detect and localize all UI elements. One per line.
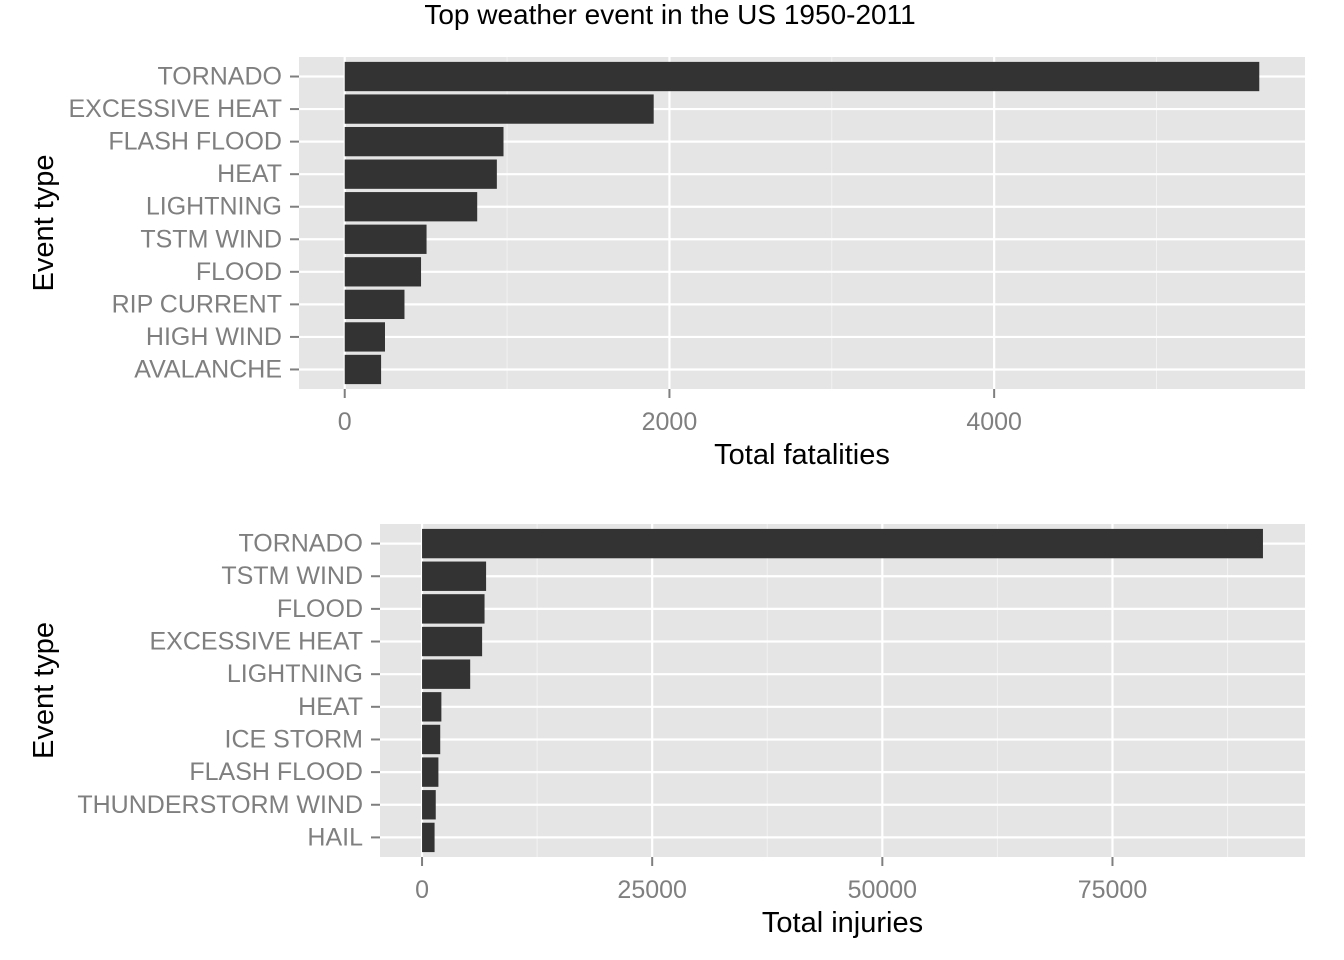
injuries-x-tick-label: 75000 (1078, 876, 1148, 904)
fatalities-y-tick-label: FLASH FLOOD (108, 128, 282, 156)
injuries-y-axis-title: Event type (28, 622, 60, 759)
chart-title: Top weather event in the US 1950-2011 (424, 0, 915, 30)
fatalities-y-tick-label: AVALANCHE (134, 355, 282, 383)
injuries-bar-tstm-wind (422, 561, 487, 591)
fatalities-y-tick-label: HEAT (217, 160, 282, 188)
fatalities-bar-heat (344, 159, 497, 189)
injuries-y-tick-label: ICE STORM (225, 725, 363, 753)
injuries-bar-hail (422, 822, 435, 853)
fatalities-y-tick-label: TORNADO (157, 63, 282, 91)
fatalities-y-tick-label: RIP CURRENT (112, 290, 282, 318)
fatalities-x-tick-label: 2000 (642, 408, 698, 436)
injuries-x-tick-label: 25000 (617, 876, 687, 904)
fatalities-y-tick-label: FLOOD (196, 258, 282, 286)
fatalities-bar-flood (344, 257, 422, 287)
injuries-y-tick-label: LIGHTNING (227, 660, 363, 688)
injuries-bar-heat (422, 692, 442, 722)
fatalities-bar-high-wind (344, 322, 385, 352)
fatalities-bar-tstm-wind (344, 224, 427, 254)
fatalities-y-tick-label: LIGHTNING (146, 193, 282, 221)
fatalities-x-tick-label: 0 (338, 408, 352, 436)
injuries-bar-flash-flood (422, 757, 439, 787)
fatalities-bar-avalanche (344, 354, 382, 385)
fatalities-panel: TORNADO EXCESSIVE HEAT FLASH FLOOD HEAT LIGH… (28, 57, 1305, 471)
injuries-bar-tornado (422, 528, 1263, 559)
injuries-y-tick-label: EXCESSIVE HEAT (150, 628, 364, 656)
injuries-x-tick-label: 50000 (848, 876, 918, 904)
injuries-y-tick-label: TORNADO (238, 530, 363, 558)
fatalities-bar-flash-flood (344, 126, 504, 157)
injuries-y-tick-label: FLASH FLOOD (189, 758, 363, 786)
injuries-x-tick-label: 0 (415, 876, 429, 904)
injuries-y-tick-label: HEAT (298, 693, 363, 721)
injuries-y-tick-label: TSTM WIND (221, 562, 363, 590)
injuries-bar-thunderstorm-wind (422, 790, 436, 820)
injuries-bar-ice-storm (422, 724, 441, 755)
fatalities-y-tick-label: HIGH WIND (146, 323, 282, 351)
fatalities-bar-tornado (344, 61, 1260, 92)
fatalities-x-axis-title: Total fatalities (714, 439, 890, 471)
injuries-y-tick-label: THUNDERSTORM WIND (77, 791, 363, 819)
injuries-x-axis-title: Total injuries (762, 907, 923, 939)
injuries-panel-background (380, 524, 1305, 857)
fatalities-y-tick-label: EXCESSIVE HEAT (69, 95, 283, 123)
injuries-panel: TORNADO TSTM WIND FLOOD EXCESSIVE HEAT LIGHT… (28, 524, 1305, 939)
fatalities-y-axis-title: Event type (28, 154, 60, 291)
fatalities-bar-excessive-heat (344, 94, 654, 124)
fatalities-x-tick-label: 4000 (966, 408, 1022, 436)
injuries-bar-lightning (422, 659, 471, 689)
fatalities-y-tick-label: TSTM WIND (140, 225, 282, 253)
injuries-y-tick-label: FLOOD (277, 595, 363, 623)
fatalities-bar-lightning (344, 192, 478, 222)
injuries-bar-excessive-heat (422, 626, 483, 657)
fatalities-bar-rip-current (344, 289, 405, 320)
injuries-y-tick-label: HAIL (307, 823, 363, 851)
injuries-bar-flood (422, 594, 485, 624)
